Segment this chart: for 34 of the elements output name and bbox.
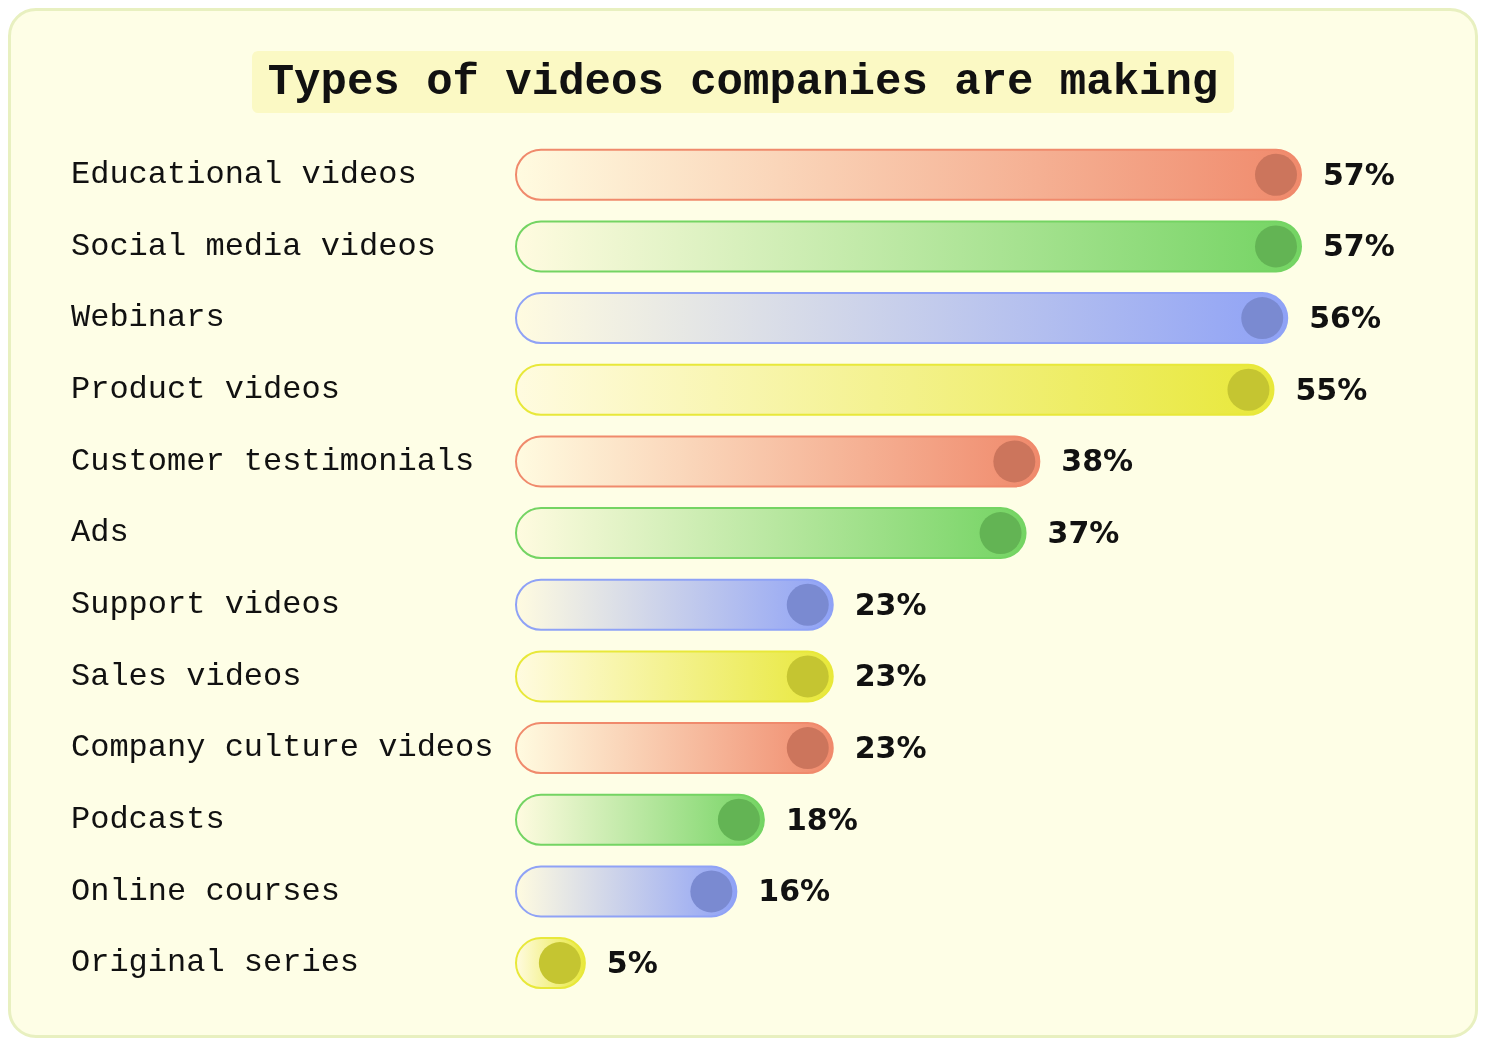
data-label: 23% xyxy=(854,658,927,694)
data-label: 18% xyxy=(785,801,858,837)
data-label: 37% xyxy=(1047,515,1120,551)
bar xyxy=(515,578,834,631)
data-label: 57% xyxy=(1323,156,1395,192)
bar xyxy=(515,507,1027,560)
bar xyxy=(515,220,1302,273)
bar xyxy=(515,650,834,703)
y-tick-label: Podcasts xyxy=(71,800,225,838)
y-tick-label: Sales videos xyxy=(71,657,302,695)
data-label: 23% xyxy=(854,730,927,766)
data-label: 38% xyxy=(1061,443,1134,479)
y-tick-label: Social media videos xyxy=(71,227,436,265)
data-label: 56% xyxy=(1309,300,1382,336)
y-tick-label: Customer testimonials xyxy=(71,442,475,480)
y-tick-label: Product videos xyxy=(71,370,340,408)
y-tick-label: Support videos xyxy=(71,585,340,623)
bar xyxy=(515,435,1041,488)
bar xyxy=(515,292,1289,345)
chart-title: Types of videos companies are making xyxy=(251,51,1235,113)
y-tick-label: Online courses xyxy=(71,872,340,910)
data-label: 16% xyxy=(758,873,831,909)
bar xyxy=(515,722,834,775)
data-label: 23% xyxy=(854,586,927,622)
data-label: 55% xyxy=(1295,371,1368,407)
y-tick-label: Company culture videos xyxy=(71,729,494,767)
y-tick-label: Webinars xyxy=(71,299,225,337)
y-tick-label: Ads xyxy=(71,514,129,552)
bar xyxy=(515,148,1302,201)
y-tick-label: Original series xyxy=(71,944,360,982)
y-tick-label: Educational videos xyxy=(71,155,417,193)
data-label: 57% xyxy=(1323,228,1395,264)
bar xyxy=(515,363,1275,416)
data-label: 5% xyxy=(606,945,658,981)
